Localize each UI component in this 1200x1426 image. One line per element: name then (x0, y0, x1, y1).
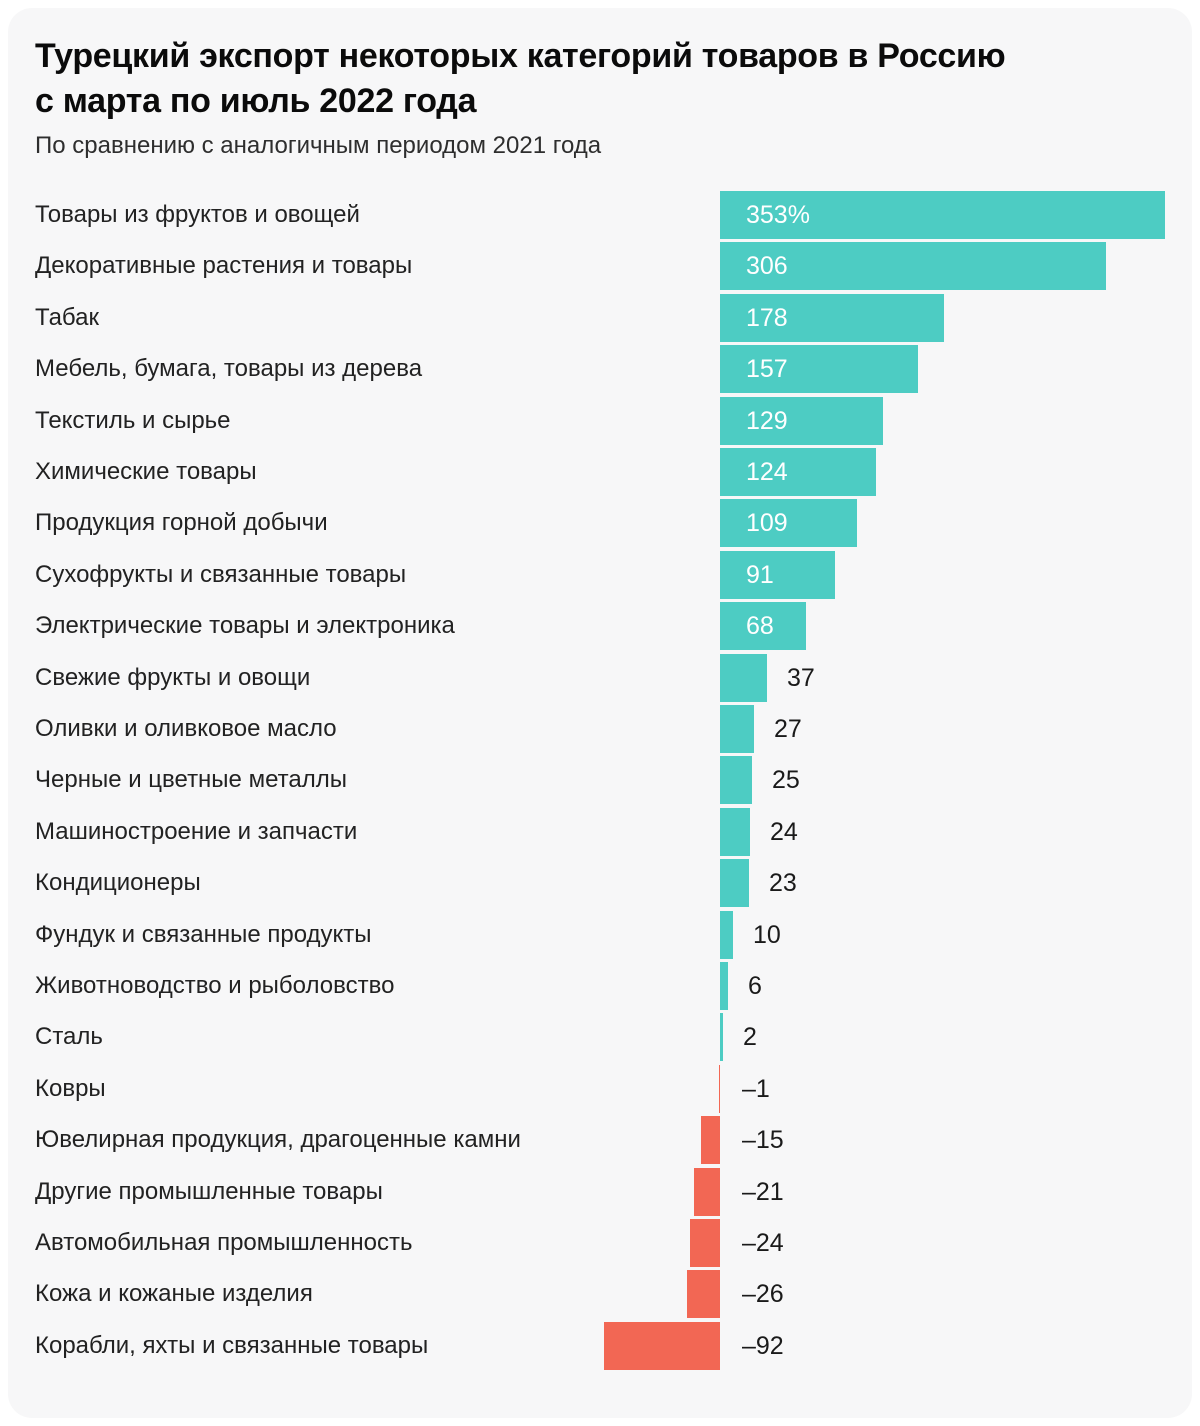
bar-positive (720, 756, 752, 804)
bar-negative (687, 1270, 720, 1318)
value-label: –92 (742, 1332, 784, 1360)
value-label: 129 (746, 407, 788, 435)
chart-row: Декоративные растения и товары 306 (8, 242, 1192, 290)
value-label: 68 (746, 612, 774, 640)
chart-row: Сухофрукты и связанные товары 91 (8, 551, 1192, 599)
chart-row: Автомобильная промышленность –24 (8, 1219, 1192, 1267)
value-label: 109 (746, 509, 788, 537)
chart-row: Фундук и связанные продукты 10 (8, 911, 1192, 959)
value-label: 27 (774, 715, 802, 743)
value-label: 91 (746, 561, 774, 589)
value-label: 23 (769, 869, 797, 897)
chart-row: Ювелирная продукция, драгоценные камни –1… (8, 1116, 1192, 1164)
chart-title: Турецкий экспорт некоторых категорий тов… (35, 34, 1006, 124)
value-label: 353% (746, 201, 810, 229)
category-label: Мебель, бумага, товары из дерева (35, 355, 423, 382)
value-label: –24 (742, 1229, 784, 1257)
category-label: Автомобильная промышленность (35, 1229, 413, 1256)
category-label: Фундук и связанные продукты (35, 921, 372, 948)
value-label: 37 (787, 664, 815, 692)
bar-positive (720, 962, 728, 1010)
bar-positive (720, 448, 876, 496)
value-label: 124 (746, 458, 788, 486)
chart-row: Текстиль и сырье 129 (8, 397, 1192, 445)
bar-positive (720, 397, 883, 445)
chart-row: Товары из фруктов и овощей 353% (8, 191, 1192, 239)
value-label: 24 (770, 818, 798, 846)
bar-positive (720, 808, 750, 856)
bar-positive (720, 1013, 723, 1061)
chart-row: Черные и цветные металлы 25 (8, 756, 1192, 804)
chart-row: Корабли, яхты и связанные товары –92 (8, 1322, 1192, 1370)
bar-positive (720, 859, 749, 907)
category-label: Ювелирная продукция, драгоценные камни (35, 1126, 521, 1153)
category-label: Другие промышленные товары (35, 1178, 383, 1205)
bar-positive (720, 551, 835, 599)
category-label: Электрические товары и электроника (35, 612, 455, 639)
chart-row: Табак 178 (8, 294, 1192, 342)
chart-title-line1: Турецкий экспорт некоторых категорий тов… (35, 37, 1006, 75)
chart-row: Сталь 2 (8, 1013, 1192, 1061)
category-label: Черные и цветные металлы (35, 766, 347, 793)
category-label: Машиностроение и запчасти (35, 818, 358, 845)
category-label: Оливки и оливковое масло (35, 715, 337, 742)
category-label: Кондиционеры (35, 869, 201, 896)
bar-positive (720, 705, 754, 753)
chart-row: Электрические товары и электроника 68 (8, 602, 1192, 650)
chart-row: Мебель, бумага, товары из дерева 157 (8, 345, 1192, 393)
chart-subtitle: По сравнению с аналогичным периодом 2021… (35, 132, 602, 159)
category-label: Сталь (35, 1023, 103, 1050)
chart-title-line2: с марта по июль 2022 года (35, 82, 477, 120)
bar-positive (720, 345, 918, 393)
chart-row: Кожа и кожаные изделия –26 (8, 1270, 1192, 1318)
category-label: Химические товары (35, 458, 257, 485)
chart-row: Машиностроение и запчасти 24 (8, 808, 1192, 856)
chart-row: Кондиционеры 23 (8, 859, 1192, 907)
category-label: Декоративные растения и товары (35, 252, 413, 279)
chart-row: Свежие фрукты и овощи 37 (8, 654, 1192, 702)
category-label: Продукция горной добычи (35, 509, 328, 536)
bar-negative (690, 1219, 720, 1267)
bar-positive (720, 242, 1106, 290)
value-label: 6 (748, 972, 762, 1000)
category-label: Кожа и кожаные изделия (35, 1280, 313, 1307)
bar-positive (720, 602, 806, 650)
bar-negative (701, 1116, 720, 1164)
chart-card: Турецкий экспорт некоторых категорий тов… (8, 8, 1192, 1418)
category-label: Животноводство и рыболовство (35, 972, 395, 999)
chart-row: Химические товары 124 (8, 448, 1192, 496)
bar-positive (720, 654, 767, 702)
bar-negative (604, 1322, 720, 1370)
value-label: –21 (742, 1178, 784, 1206)
category-label: Сухофрукты и связанные товары (35, 561, 407, 588)
category-label: Корабли, яхты и связанные товары (35, 1332, 429, 1359)
bar-chart: Товары из фруктов и овощей 353% Декоративн… (8, 8, 1192, 1418)
chart-row: Оливки и оливковое масло 27 (8, 705, 1192, 753)
bar-negative (719, 1065, 720, 1113)
chart-row: Ковры –1 (8, 1065, 1192, 1113)
value-label: –1 (742, 1075, 770, 1103)
bar-positive (720, 294, 944, 342)
value-label: 157 (746, 355, 788, 383)
value-label: 10 (753, 921, 781, 949)
category-label: Товары из фруктов и овощей (35, 201, 360, 228)
value-label: 25 (772, 766, 800, 794)
chart-row: Животноводство и рыболовство 6 (8, 962, 1192, 1010)
value-label: –26 (742, 1280, 784, 1308)
bar-positive (720, 499, 857, 547)
category-label: Свежие фрукты и овощи (35, 664, 311, 691)
value-label: 178 (746, 304, 788, 332)
value-label: 2 (743, 1023, 757, 1051)
value-label: –15 (742, 1126, 784, 1154)
bar-positive (720, 911, 733, 959)
chart-row: Другие промышленные товары –21 (8, 1168, 1192, 1216)
chart-row: Продукция горной добычи 109 (8, 499, 1192, 547)
category-label: Табак (35, 304, 99, 331)
bar-negative (694, 1168, 720, 1216)
category-label: Текстиль и сырье (35, 407, 231, 434)
bar-positive (720, 191, 1165, 239)
category-label: Ковры (35, 1075, 106, 1102)
value-label: 306 (746, 252, 788, 280)
